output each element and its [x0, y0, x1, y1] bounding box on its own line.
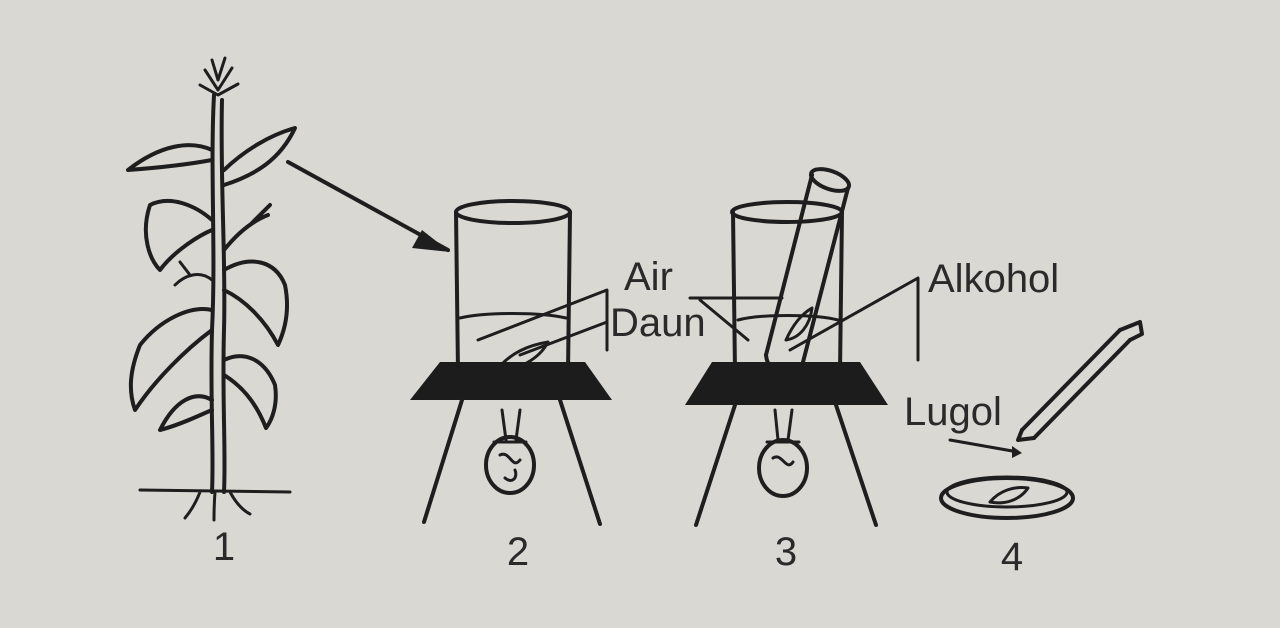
- plant-illustration: [126, 56, 297, 522]
- label-water: Air: [624, 255, 673, 299]
- step-number-4: 4: [1001, 535, 1023, 579]
- label-leaf: Daun: [610, 301, 706, 345]
- label-iodine: Lugol: [904, 390, 1002, 434]
- step-number-1: 1: [213, 525, 235, 569]
- step-number-2: 2: [507, 530, 529, 574]
- label-alcohol: Alkohol: [928, 257, 1059, 301]
- petri-dish-setup: [939, 320, 1144, 520]
- water-beaker-setup: [410, 199, 612, 526]
- alcohol-beaker-setup: [685, 167, 920, 527]
- transfer-arrow: [286, 160, 450, 252]
- step-number-3: 3: [775, 530, 797, 574]
